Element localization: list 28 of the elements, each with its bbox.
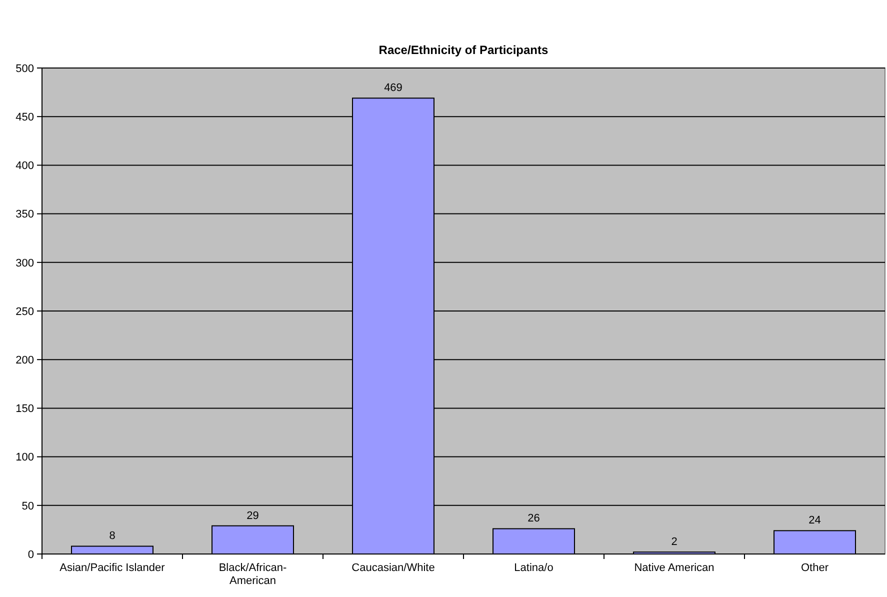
bar — [71, 546, 154, 554]
data-label: 2 — [671, 536, 678, 548]
y-tick-label: 50 — [22, 500, 34, 512]
y-tick-label: 200 — [16, 354, 34, 366]
data-label: 469 — [384, 82, 402, 94]
data-label: 8 — [109, 530, 116, 542]
data-label: 24 — [808, 514, 821, 527]
bar — [212, 525, 294, 554]
y-tick-label: 400 — [16, 160, 34, 172]
y-tick-label: 150 — [16, 403, 34, 416]
y-tick-label: 450 — [16, 111, 34, 124]
x-tick-label: Caucasian/White — [352, 562, 435, 574]
y-tick-label: 300 — [16, 257, 34, 270]
y-tick-label: 100 — [16, 452, 34, 464]
y-tick-label: 250 — [16, 306, 34, 318]
data-label: 26 — [528, 512, 540, 525]
y-tick-label: 350 — [16, 208, 34, 221]
chart-title: Race/Ethnicity of Participants — [378, 43, 549, 57]
x-tick-label: Other — [800, 562, 829, 574]
bar — [774, 530, 856, 554]
y-tick-label: 0 — [28, 548, 34, 561]
y-tick-label: 500 — [16, 62, 34, 75]
x-tick-label: Black/African-American — [218, 562, 288, 587]
x-tick-label: Asian/Pacific Islander — [60, 562, 166, 574]
x-tick-label: Latina/o — [514, 562, 554, 574]
x-tick-label: Native American — [634, 562, 714, 574]
bar — [492, 528, 575, 554]
data-label: 29 — [246, 510, 259, 522]
